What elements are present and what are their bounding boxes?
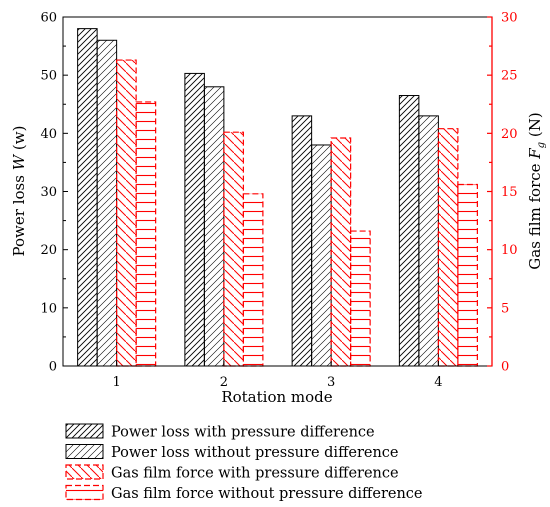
- right-y-title-symbol: F: [526, 148, 544, 160]
- left-tick-label: 20: [40, 243, 57, 258]
- bar-s4-cat2: [242, 193, 264, 367]
- right-y-title-subscript: g: [536, 142, 547, 148]
- bar-s2-cat2: [203, 86, 225, 367]
- legend-label: Power loss without pressure difference: [111, 445, 399, 461]
- legend-label: Gas film force with pressure difference: [111, 466, 399, 482]
- left-y-axis: 0 10 20 30 40 50 60: [40, 11, 68, 375]
- legend-swatch: [65, 484, 104, 501]
- bar-s4-cat1: [135, 101, 157, 367]
- bars-layer: [77, 28, 478, 367]
- x-tick-label: 1: [112, 375, 120, 390]
- x-tick-label: 2: [220, 375, 228, 390]
- x-tick-label: 4: [434, 375, 442, 390]
- x-tick-label: 3: [327, 375, 335, 390]
- bar-s2-cat3: [311, 144, 332, 367]
- right-tick-label: 25: [501, 69, 518, 84]
- bar-s3-cat4: [437, 128, 459, 367]
- bar-s1-cat2: [184, 72, 205, 367]
- bar-s3-cat1: [116, 59, 137, 367]
- right-tick-label: 0: [501, 360, 509, 375]
- legend-swatch: [65, 464, 104, 480]
- legend-swatch: [65, 423, 104, 439]
- right-tick-label: 20: [501, 127, 518, 142]
- left-y-title-prefix: Power loss: [10, 170, 28, 256]
- bar-s2-cat1: [96, 39, 118, 367]
- left-y-title-symbol: W: [10, 153, 28, 170]
- left-tick-label: 50: [40, 69, 57, 84]
- bar-s2-cat4: [418, 115, 439, 367]
- left-tick-label: 30: [40, 185, 57, 200]
- right-y-title-unit: (N): [526, 112, 544, 142]
- bar-s1-cat1: [77, 28, 98, 367]
- left-y-axis-title: Power loss W (w): [10, 126, 28, 257]
- bar-s3-cat2: [223, 131, 244, 367]
- right-tick-label: 30: [501, 11, 518, 26]
- bar-s1-cat3: [291, 115, 313, 367]
- right-y-title-prefix: Gas film force: [526, 159, 544, 270]
- legend: Power loss with pressure difference Power…: [65, 423, 423, 502]
- right-y-axis-title: Gas film force Fg (N): [526, 112, 547, 269]
- right-y-axis: 0 5 10 15 20 25 30: [487, 11, 518, 375]
- left-tick-label: 0: [49, 360, 57, 375]
- legend-swatch: [65, 444, 104, 459]
- bar-s3-cat3: [330, 137, 352, 367]
- right-tick-label: 5: [501, 301, 509, 316]
- bar-s4-cat4: [457, 183, 478, 367]
- left-tick-label: 10: [40, 301, 57, 316]
- x-axis-title: Rotation mode: [221, 388, 332, 406]
- right-tick-label: 10: [501, 243, 518, 258]
- bar-s4-cat3: [350, 230, 371, 367]
- legend-label: Gas film force without pressure differen…: [111, 486, 423, 502]
- left-tick-label: 60: [40, 11, 57, 26]
- right-tick-label: 15: [501, 185, 518, 200]
- legend-label: Power loss with pressure difference: [111, 425, 375, 441]
- x-axis: 1 2 3 4: [112, 361, 443, 390]
- left-tick-label: 40: [40, 127, 57, 142]
- bar-s1-cat4: [398, 95, 420, 367]
- left-y-title-unit: (w): [10, 126, 28, 155]
